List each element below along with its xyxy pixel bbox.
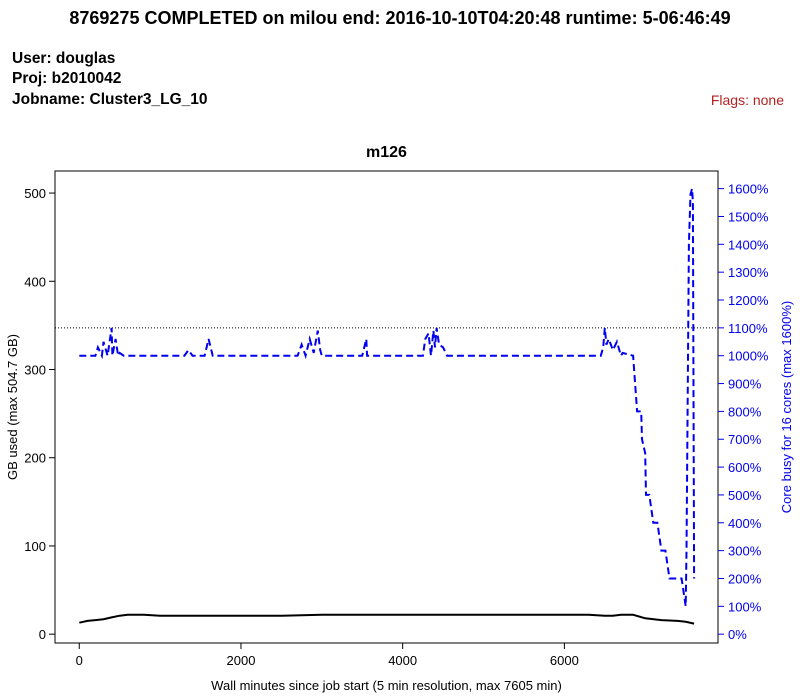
y-tick-label: 100 (24, 539, 46, 554)
y-right-tick-label: 800% (728, 404, 762, 419)
y-tick-label: 200 (24, 451, 46, 466)
y-right-tick-label: 1600% (728, 182, 769, 197)
jobname-label: Jobname: Cluster3_LG_10 (12, 91, 208, 108)
y-right-tick-label: 300% (728, 544, 762, 559)
y-right-tick-label: 1200% (728, 293, 769, 308)
memory-series-line (79, 613, 695, 625)
y-right-tick-label: 400% (728, 516, 762, 531)
y-tick-label: 300 (24, 363, 46, 378)
x-tick-label: 0 (76, 653, 83, 668)
plot-frame (54, 170, 719, 644)
page-title: 8769275 COMPLETED on milou end: 2016-10-… (69, 8, 731, 28)
chart-title: m126 (366, 144, 407, 161)
y-right-axis-label: Core busy for 16 cores (max 1600%) (779, 301, 794, 513)
y-axis-label: GB used (max 504.7 GB) (5, 334, 20, 480)
y-right-tick-label: 500% (728, 488, 762, 503)
y-tick-label: 500 (24, 186, 46, 201)
x-axis-label: Wall minutes since job start (5 min reso… (211, 678, 562, 693)
x-tick-label: 4000 (388, 653, 417, 668)
y-tick-label: 400 (24, 274, 46, 289)
cpu-series-line (79, 188, 696, 607)
x-tick-label: 2000 (227, 653, 256, 668)
y-right-tick-label: 1500% (728, 209, 769, 224)
y-right-tick-label: 700% (728, 432, 762, 447)
y-tick-label: 0 (39, 627, 46, 642)
y-right-tick-label: 100% (728, 599, 762, 614)
y-right-tick-label: 1400% (728, 237, 769, 252)
y-right-tick-label: 1300% (728, 265, 769, 280)
user-label: User: douglas (12, 50, 116, 67)
y-right-tick-label: 1100% (728, 321, 768, 336)
y-right-tick-label: 900% (728, 377, 762, 392)
y-right-tick-label: 200% (728, 571, 762, 586)
project-label: Proj: b2010042 (12, 70, 122, 87)
y-right-tick-label: 1000% (728, 349, 769, 364)
y-right-tick-label: 600% (728, 460, 762, 475)
flags-label: Flags: none (710, 92, 784, 108)
y-right-tick-label: 0% (728, 627, 747, 642)
x-tick-label: 6000 (550, 653, 579, 668)
